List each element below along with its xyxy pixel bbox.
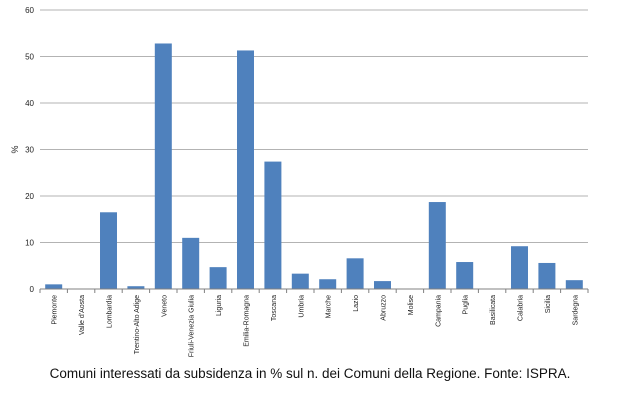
y-tick-label: 0: [30, 285, 35, 294]
bar: [291, 273, 309, 289]
x-tick-label: Basilicata: [490, 295, 497, 325]
x-tick-label: Umbria: [298, 295, 305, 318]
bar: [374, 281, 391, 289]
x-tick-label: Liguria: [216, 295, 223, 316]
x-tick-label: Trentino-Alto Adige: [134, 295, 141, 354]
bar: [319, 279, 337, 289]
y-tick-label: 50: [25, 53, 34, 62]
y-tick-label: 20: [25, 192, 34, 201]
bar: [127, 286, 145, 289]
figure-caption: Comuni interessati da subsidenza in % su…: [49, 366, 571, 381]
x-tick-label: Abruzzo: [381, 295, 388, 321]
bar: [45, 284, 63, 289]
x-tick-labels: Piemonte Valle d'Aosta Lombardia Trentino-A…: [52, 295, 580, 357]
x-tick-label: Toscana: [271, 295, 278, 321]
bar: [511, 246, 528, 289]
x-tick-label: Sicilia: [545, 295, 552, 313]
x-tick-label: Lazio: [353, 295, 360, 312]
x-tick-label: Friuli-Venezia Giulia: [189, 295, 196, 357]
bar: [538, 262, 556, 289]
x-tick-label: Veneto: [161, 295, 168, 317]
bar: [182, 237, 200, 289]
bar-chart: 0 10 20 30 40 50 60 % Piemonte Valle d'Aosta Lom…: [10, 6, 589, 357]
y-tick-label: 40: [25, 99, 34, 108]
bar: [237, 50, 254, 289]
x-tick-label: Molise: [408, 295, 415, 315]
bar: [154, 43, 172, 290]
bar: [428, 202, 446, 289]
bar: [565, 280, 583, 289]
x-tick-label: Valle d'Aosta: [79, 295, 86, 335]
y-tick-label: 30: [25, 146, 34, 155]
x-tick-label: Sardegna: [572, 295, 579, 325]
x-tick-label: Campania: [435, 295, 442, 327]
bar: [456, 262, 474, 289]
y-tick-label: 10: [25, 239, 34, 248]
y-tick-label: 60: [25, 6, 34, 15]
bar: [209, 267, 227, 289]
x-tick-label: Calabria: [518, 295, 525, 321]
x-tick-label: Marche: [326, 295, 333, 318]
x-axis: [39, 288, 589, 293]
bar: [264, 161, 282, 289]
x-tick-label: Emilia-Romagna: [244, 295, 251, 347]
gridlines: [40, 9, 588, 290]
x-tick-label: Piemonte: [52, 295, 59, 325]
bar: [100, 212, 117, 289]
y-axis-label: %: [10, 145, 20, 153]
x-tick-label: Puglia: [463, 295, 470, 315]
bar: [346, 258, 364, 289]
x-tick-label: Lombardia: [107, 295, 114, 328]
y-tick-labels: 0 10 20 30 40 50 60: [25, 6, 34, 294]
bars: [45, 43, 583, 290]
